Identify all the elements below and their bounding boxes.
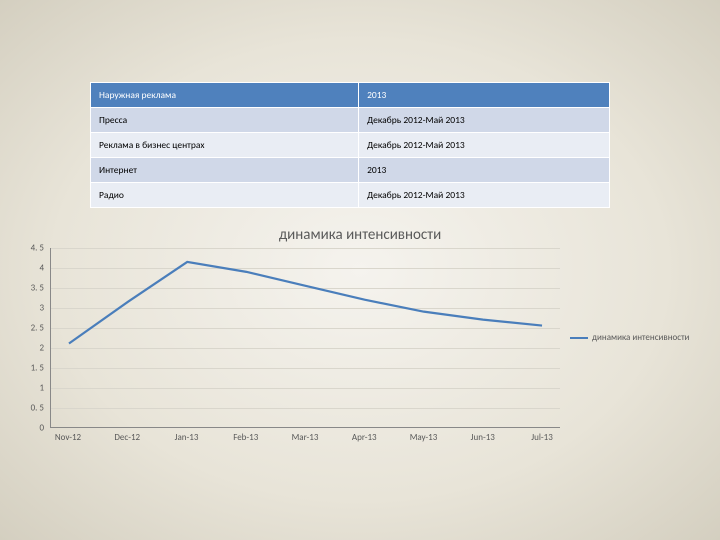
x-tick-label: Jan-13: [175, 432, 199, 443]
x-tick-label: Nov-12: [55, 432, 81, 443]
cell: Декабрь 2012-Май 2013: [359, 108, 610, 133]
chart-title: динамика интенсивности: [0, 226, 720, 244]
legend: динамика интенсивности: [570, 332, 689, 343]
y-tick-label: 4: [39, 263, 44, 274]
table-row: Интернет 2013: [91, 158, 610, 183]
chart: 00. 511. 522. 533. 544. 5 Nov-12Dec-12Ja…: [10, 248, 710, 478]
cell: Интернет: [91, 158, 359, 183]
cell: Реклама в бизнес центрах: [91, 133, 359, 158]
x-tick-label: Mar-13: [292, 432, 319, 443]
x-tick-label: Jun-13: [471, 432, 495, 443]
table-row: Реклама в бизнес центрах Декабрь 2012-Ма…: [91, 133, 610, 158]
x-tick-label: Feb-13: [233, 432, 258, 443]
y-axis: 00. 511. 522. 533. 544. 5: [10, 248, 48, 428]
x-tick-label: Apr-13: [352, 432, 377, 443]
table-row: Пресса Декабрь 2012-Май 2013: [91, 108, 610, 133]
table-header-row: Наружная реклама 2013: [91, 83, 610, 108]
legend-label: динамика интенсивности: [592, 332, 689, 343]
line-series: [51, 248, 560, 427]
th-0: Наружная реклама: [91, 83, 359, 108]
x-tick-label: Jul-13: [531, 432, 553, 443]
x-tick-label: Dec-12: [114, 432, 140, 443]
plot-area: [50, 248, 560, 428]
y-tick-label: 2: [39, 343, 44, 354]
x-tick-label: May-13: [410, 432, 438, 443]
y-tick-label: 1: [39, 383, 44, 394]
media-table: Наружная реклама 2013 Пресса Декабрь 201…: [90, 82, 610, 208]
table-row: Радио Декабрь 2012-Май 2013: [91, 183, 610, 208]
y-tick-label: 1. 5: [31, 363, 44, 374]
th-1: 2013: [359, 83, 610, 108]
slide: Наружная реклама 2013 Пресса Декабрь 201…: [0, 0, 720, 540]
y-tick-label: 3: [39, 303, 44, 314]
y-tick-label: 0: [39, 423, 44, 434]
legend-swatch: [570, 337, 588, 339]
cell: Пресса: [91, 108, 359, 133]
cell: Декабрь 2012-Май 2013: [359, 133, 610, 158]
y-tick-label: 3. 5: [31, 283, 44, 294]
cell: Декабрь 2012-Май 2013: [359, 183, 610, 208]
y-tick-label: 2. 5: [31, 323, 44, 334]
y-tick-label: 0. 5: [31, 403, 44, 414]
cell: Радио: [91, 183, 359, 208]
cell: 2013: [359, 158, 610, 183]
y-tick-label: 4. 5: [31, 243, 44, 254]
x-axis: Nov-12 Dec-12 Jan-13 Feb-13 Mar-13 Apr-13 May-…: [50, 432, 560, 448]
